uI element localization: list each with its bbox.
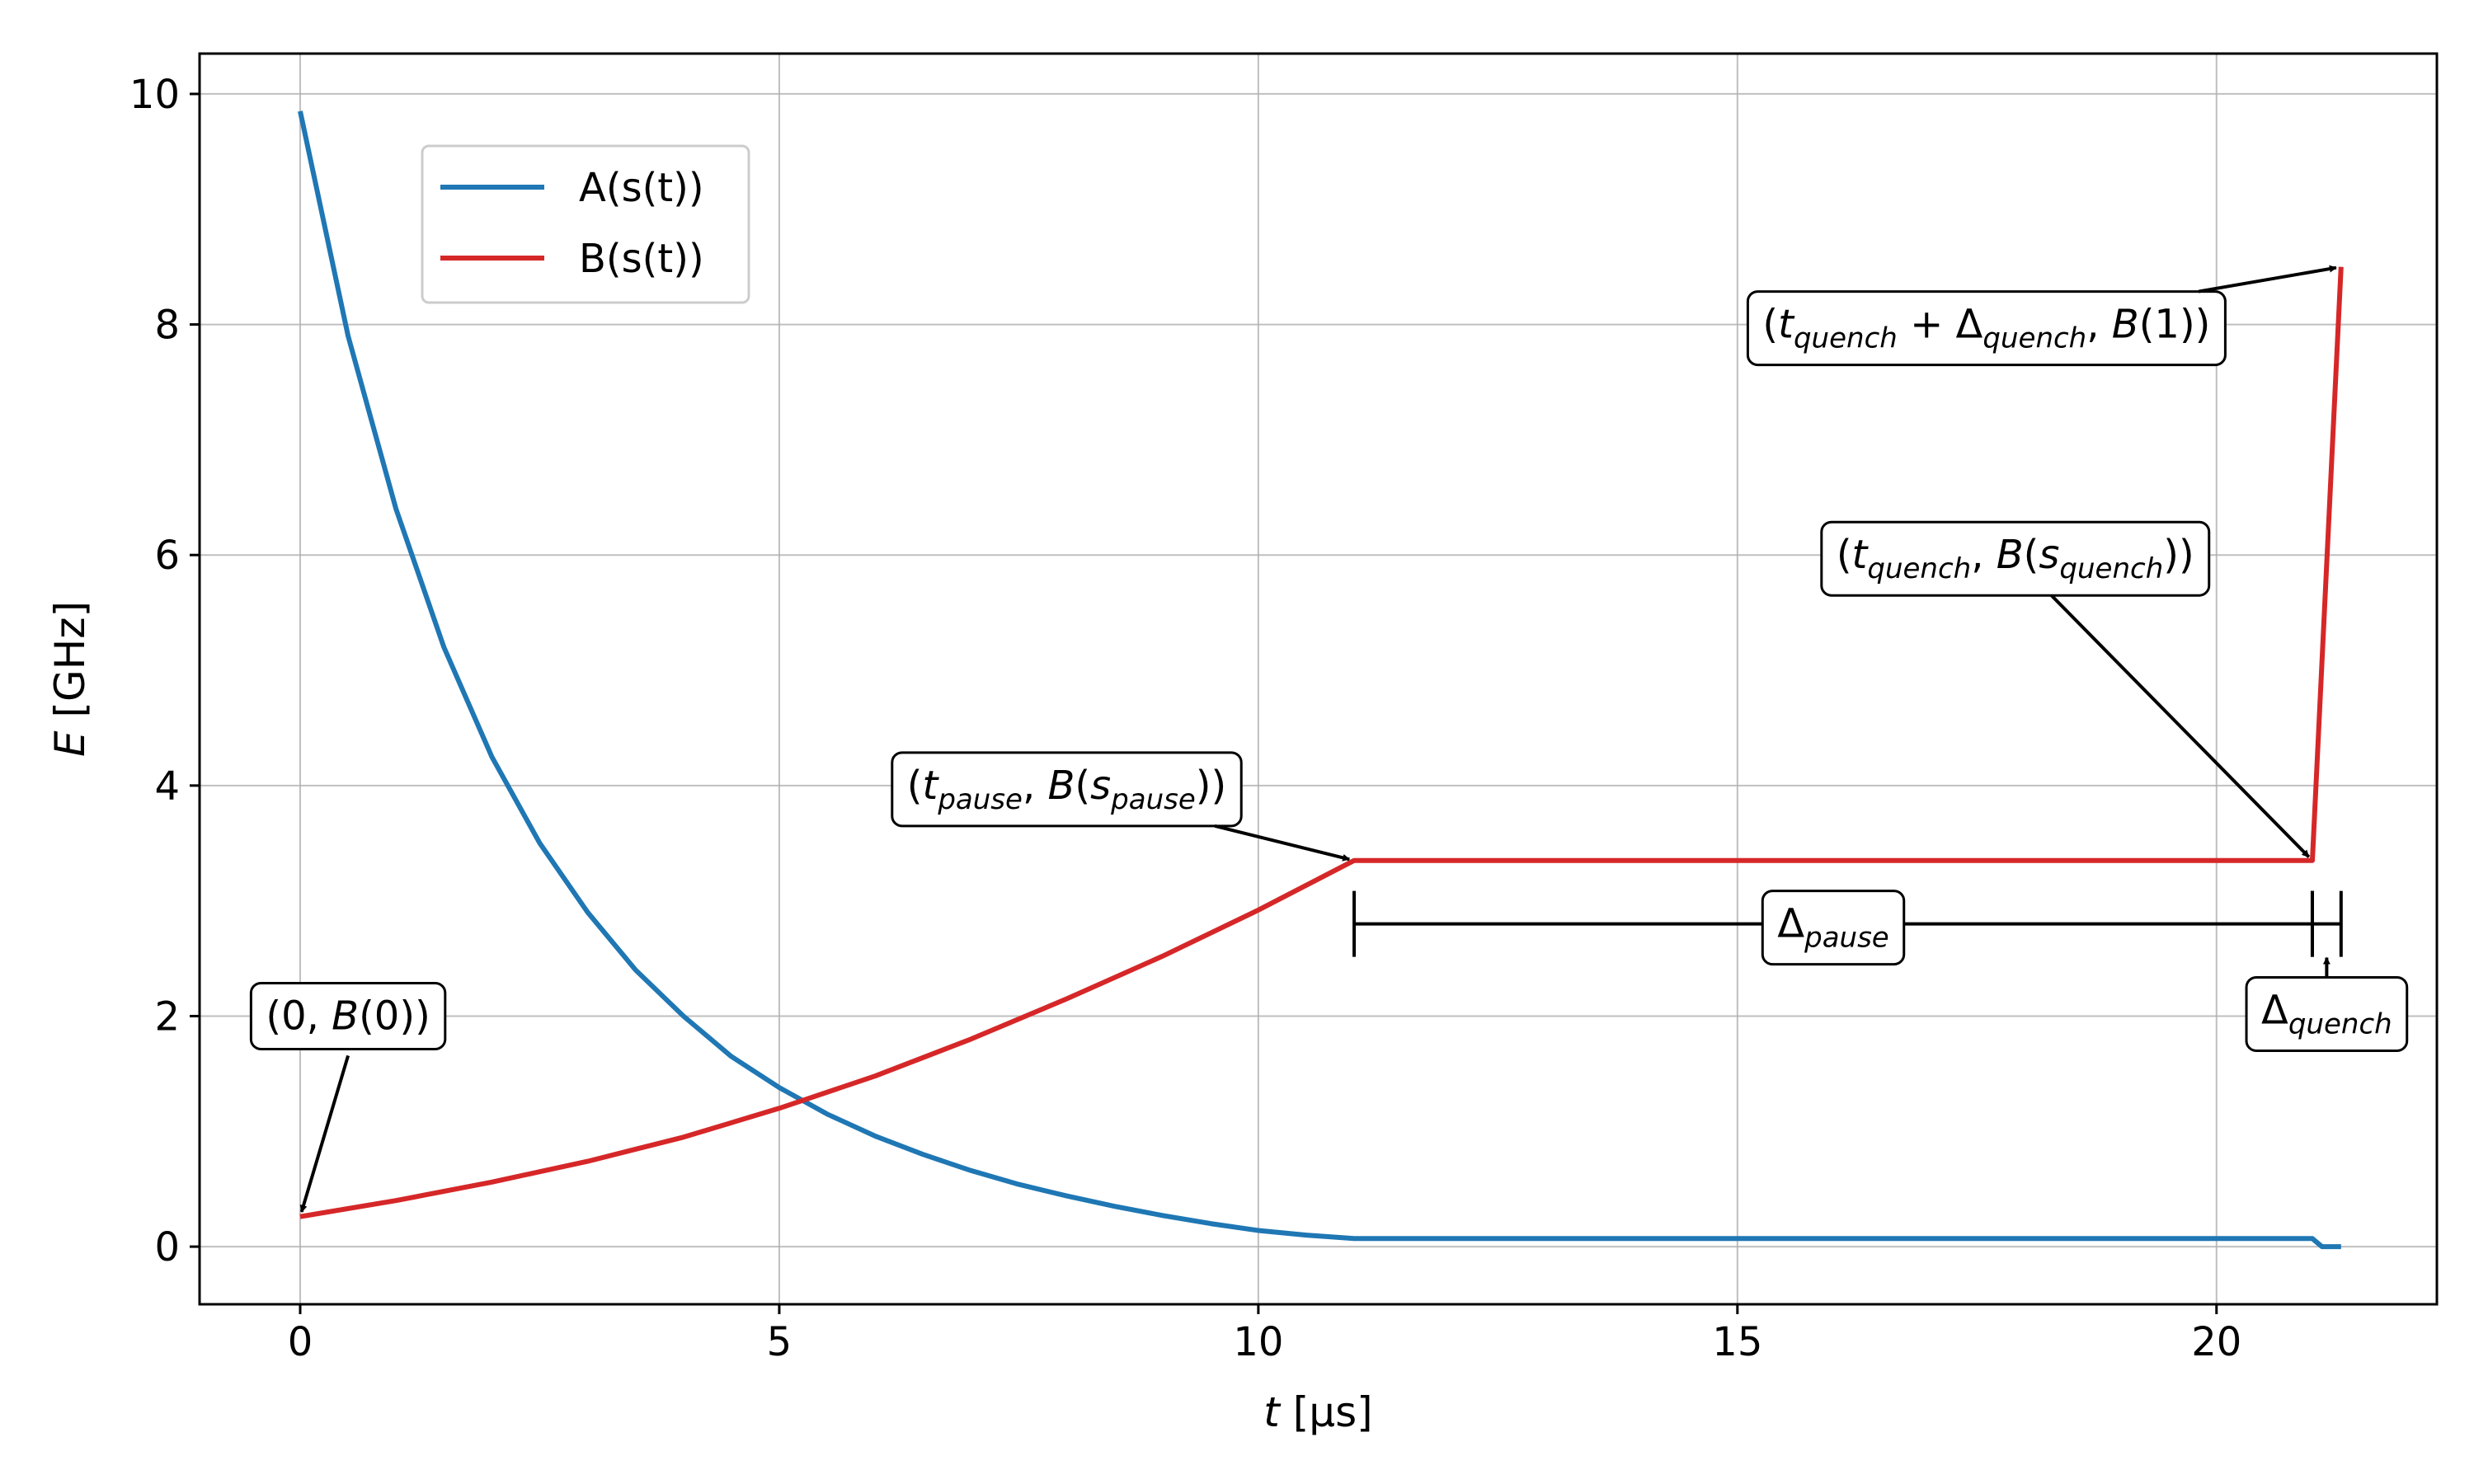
annotation-text-part: t [1852, 532, 1870, 578]
annotation-text-part: t [923, 763, 940, 809]
plot-frame [198, 52, 2439, 1306]
annotation-text-part: (0)) [359, 993, 430, 1039]
x-tick-label: 15 [1712, 1319, 1762, 1365]
annotation-text-part: quench [2288, 1007, 2392, 1040]
x-tick-label: 5 [767, 1319, 793, 1365]
annotation-text-part: B [1997, 532, 2024, 578]
annotation-text-part: + Δ [1898, 302, 1983, 348]
y-tick-label: 0 [154, 1224, 180, 1270]
y-tick-label: 10 [129, 72, 180, 118]
series-line-b [299, 266, 2344, 1219]
annotation-pause: (tpause, B(spause)) [891, 751, 1351, 862]
annotation-text: Δpause [1777, 901, 1888, 955]
annotation-text-part: B [2112, 302, 2139, 348]
annotation-text-part: quench [1794, 322, 1898, 355]
annotation-delta-quench: Δquench [2245, 956, 2409, 1052]
annotation-arrow [2198, 265, 2337, 294]
annotation-text-part: ( [907, 763, 923, 809]
annotation-text-part: Δ [1777, 901, 1804, 947]
annotation-text-part: ( [1762, 302, 1778, 348]
legend-label-a: A(s(t)) [579, 165, 704, 211]
annotation-text-part: , [1971, 532, 1997, 578]
x-axis-label: t [μs] [1263, 1388, 1372, 1436]
annotation-arrow [2050, 594, 2311, 858]
y-tick-label: 6 [154, 533, 180, 579]
annotation-text-part: ( [2024, 532, 2039, 578]
annotation-text-part: (1)) [2139, 302, 2211, 348]
annotation-box [1746, 290, 2227, 367]
annotation-text: (tquench + Δquench, B(1)) [1762, 302, 2210, 355]
annotation-text: (tquench, B(squench)) [1837, 532, 2194, 585]
annotation-end: (tquench + Δquench, B(1)) [1746, 265, 2337, 367]
y-axis-label: E [GHz] [46, 601, 94, 757]
annotation-text-part: quench [2059, 552, 2163, 585]
series-layer [298, 110, 2344, 1250]
annotation-text-part: Δ [2261, 987, 2288, 1033]
annotation-delta-pause: Δpause [1761, 890, 1906, 966]
annotation-box [249, 981, 447, 1050]
annotation-text: Δquench [2261, 987, 2392, 1040]
annotation-quench: (tquench, B(squench)) [1820, 520, 2311, 858]
annotation-text-part: s [1090, 763, 1111, 809]
x-axis-label-unit: [μs] [1280, 1388, 1373, 1436]
annotation-text-part: ( [1075, 763, 1090, 809]
y-tick-label: 4 [154, 763, 180, 810]
annotation-text-part: )) [2163, 532, 2194, 578]
annotation-text-part: s [2039, 532, 2059, 578]
annotation-text-part: )) [1196, 763, 1226, 809]
annotation-text-part: , [1023, 763, 1048, 809]
annotation-text-part: , [2086, 302, 2112, 348]
annotation-text-part: pause [1110, 783, 1196, 816]
axis-ticks: 0 5 10 15 20 0 2 4 6 8 10 [129, 72, 2241, 1365]
x-tick-label: 20 [2191, 1319, 2241, 1365]
annotation-box [1820, 520, 2211, 597]
annotation-text-part: pause [937, 783, 1023, 816]
annotation-text-part: B [332, 993, 359, 1039]
y-tick-label: 8 [154, 303, 180, 349]
annotation-text-part: B [1047, 763, 1075, 809]
annotation-start: (0, B(0)) [249, 981, 447, 1213]
annotation-text-part: quench [1982, 322, 2086, 355]
x-tick-label: 10 [1233, 1319, 1283, 1365]
annotation-text-part: quench [1867, 552, 1971, 585]
annotation-text-part: pause [1804, 922, 1889, 955]
annotation-text: (tpause, B(spause)) [907, 763, 1226, 816]
y-axis-label-symbol: E [46, 730, 94, 757]
annotation-text: (0, B(0)) [266, 993, 430, 1039]
annotation-arrow [299, 1054, 350, 1213]
x-axis-label-symbol: t [1263, 1388, 1282, 1436]
annotation-box [1761, 890, 1906, 966]
annotation-text-part: (0, [266, 993, 332, 1039]
annotation-box [891, 751, 1243, 828]
annotations: (0, B(0))(tpause, B(spause))(tquench, B(… [249, 265, 2409, 1213]
y-axis-label-unit: [GHz] [46, 601, 94, 731]
series-line-a [298, 110, 2341, 1250]
legend-label-b: B(s(t)) [579, 236, 704, 282]
annotation-text-part: ( [1837, 532, 1852, 578]
legend: A(s(t)) B(s(t)) [421, 144, 750, 304]
annotation-arrow [1214, 824, 1351, 862]
annotation-text-part: t [1778, 302, 1795, 348]
y-tick-label: 2 [154, 993, 180, 1040]
x-tick-label: 0 [288, 1319, 313, 1365]
